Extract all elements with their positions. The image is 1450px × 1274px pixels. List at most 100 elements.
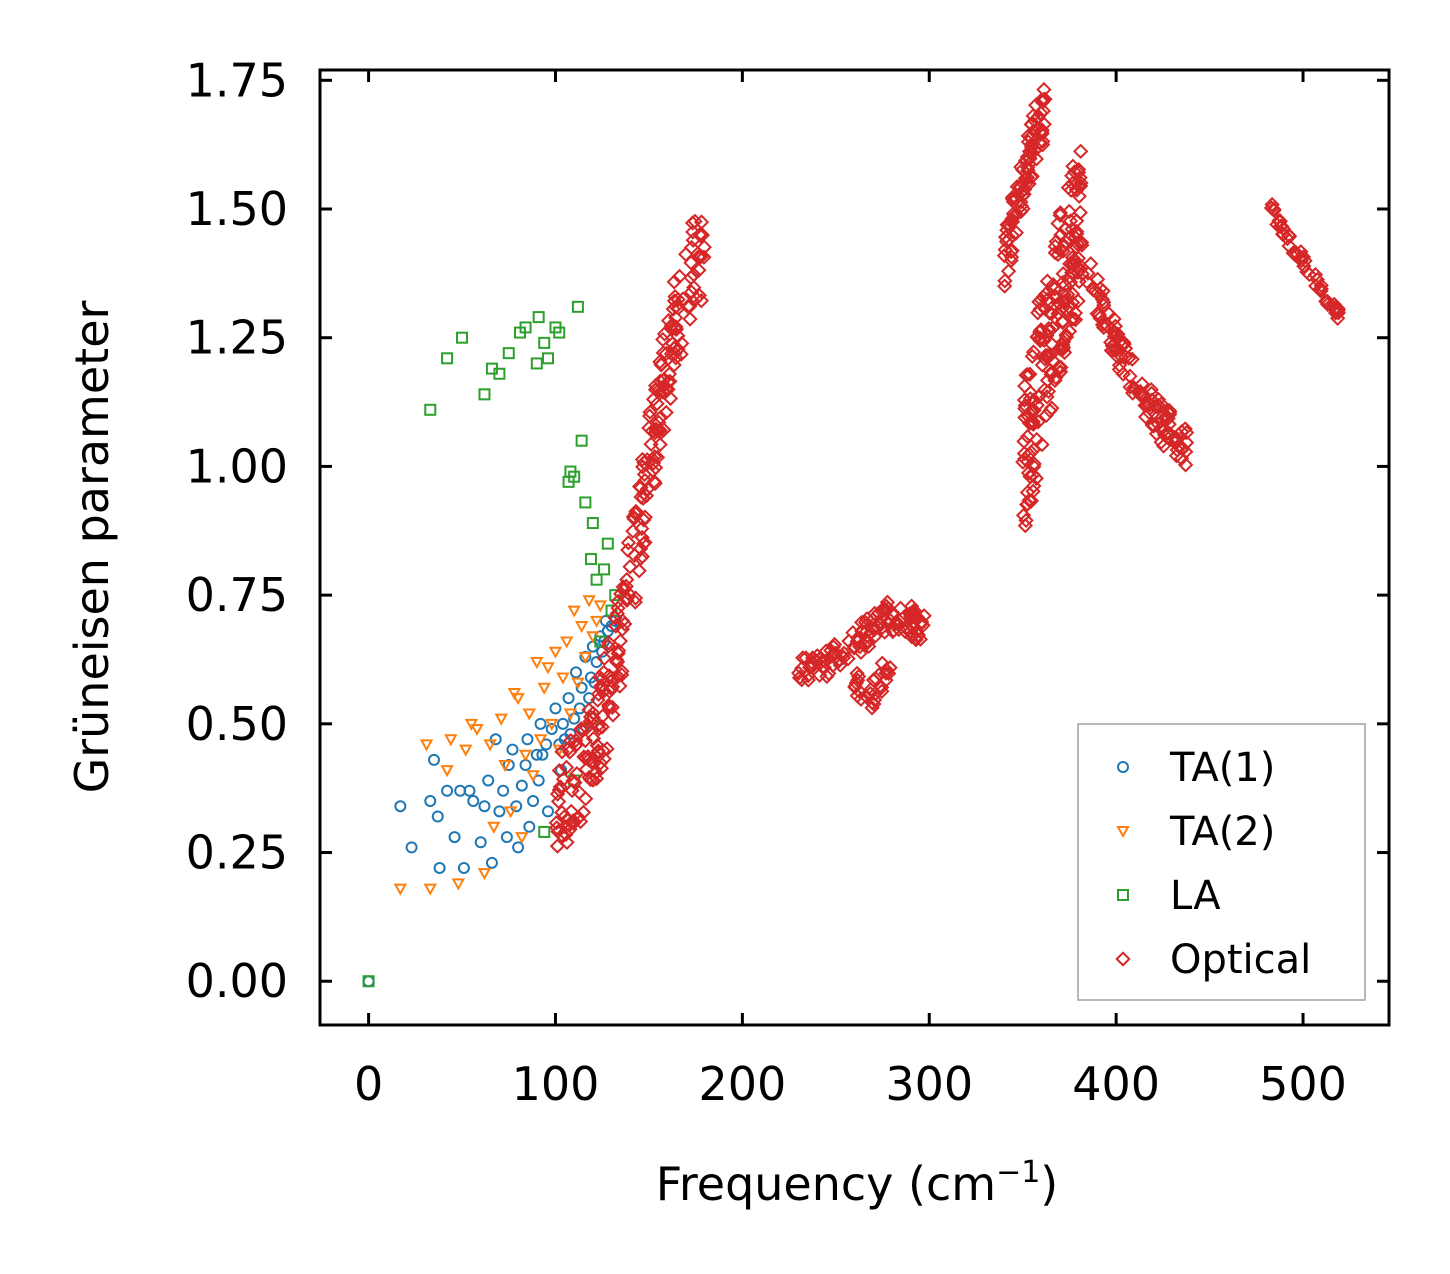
optical-point [675, 291, 691, 307]
legend-box [1077, 723, 1366, 1001]
optical-point [1313, 277, 1329, 294]
x-tick-label: 300 [885, 1057, 973, 1111]
series-ta-1 [362, 614, 622, 988]
data-point [571, 300, 584, 313]
y-tick-label: 0.50 [186, 697, 288, 751]
data-point [562, 692, 575, 705]
data-point [530, 657, 544, 670]
optical-point [696, 239, 712, 255]
data-point [515, 832, 529, 845]
optical-point [1307, 266, 1324, 283]
optical-point [1142, 397, 1158, 413]
legend-marker [1117, 761, 1129, 773]
optical-point [1030, 120, 1046, 136]
data-point [556, 717, 569, 730]
data-point [451, 878, 465, 891]
optical-point [1036, 332, 1052, 348]
data-point [530, 748, 543, 761]
data-point [574, 621, 589, 634]
data-point [568, 470, 581, 483]
optical-point [1017, 170, 1034, 187]
optical-point [661, 366, 678, 382]
data-point [444, 734, 458, 747]
optical-point [660, 374, 676, 390]
data-point [590, 573, 603, 586]
optical-point [906, 605, 923, 621]
data-point [598, 563, 611, 576]
optical-point [1138, 409, 1154, 425]
optical-point [578, 791, 594, 807]
optical-point [859, 635, 876, 651]
optical-point [1056, 344, 1073, 361]
optical-point [634, 520, 650, 537]
data-point [433, 861, 446, 874]
optical-point [996, 278, 1013, 294]
optical-point [614, 663, 630, 679]
optical-point [1153, 396, 1169, 412]
data-point [584, 553, 597, 566]
data-point [459, 744, 473, 757]
data-point [515, 779, 528, 792]
data-point [527, 795, 540, 808]
optical-point [634, 548, 650, 565]
optical-point [1166, 429, 1183, 446]
optical-point [1052, 242, 1068, 258]
y-tick-label: 1.50 [186, 182, 288, 236]
optical-point [817, 653, 833, 670]
optical-point [913, 614, 930, 630]
optical-point [627, 590, 644, 606]
optical-point [850, 630, 866, 646]
optical-point [791, 665, 807, 681]
optical-point [1034, 122, 1050, 138]
data-point [545, 722, 558, 735]
optical-point [1066, 252, 1082, 269]
optical-point [637, 509, 653, 525]
optical-point [652, 354, 668, 370]
data-point [563, 708, 578, 721]
data-point [601, 537, 614, 550]
optical-point [656, 326, 673, 342]
optical-point [667, 310, 684, 326]
data-point [542, 352, 555, 365]
optical-point [1045, 320, 1061, 336]
optical-point [608, 618, 624, 634]
optical-point [1023, 385, 1039, 401]
optical-point [1328, 302, 1344, 319]
optical-point [1022, 129, 1039, 145]
data-point [500, 831, 513, 844]
data-point [441, 784, 454, 797]
optical-point [1272, 214, 1288, 230]
optical-point [628, 503, 644, 520]
optical-point [1106, 311, 1122, 327]
data-point [526, 770, 540, 783]
optical-point [819, 668, 835, 685]
data-point [424, 795, 437, 808]
optical-point [696, 249, 712, 265]
optical-point [1033, 92, 1050, 108]
optical-point [1122, 379, 1138, 395]
optical-point [903, 598, 920, 614]
x-tick-label: 200 [698, 1057, 786, 1111]
optical-point [580, 748, 596, 765]
optical-point [686, 266, 702, 283]
data-point [478, 800, 491, 813]
optical-point [1004, 214, 1020, 230]
y-axis: 0.00 0.25 0.50 0.75 1.00 1.25 1.50 1.75 [186, 53, 1389, 1008]
optical-point [798, 650, 814, 666]
data-point [512, 841, 525, 854]
optical-point [1144, 392, 1160, 408]
optical-point [643, 436, 659, 452]
data-point [362, 975, 375, 988]
optical-point [1106, 328, 1123, 345]
optical-point [649, 423, 665, 439]
data-point [487, 821, 501, 834]
optical-point [644, 423, 660, 439]
optical-point [867, 605, 883, 622]
optical-point [1058, 301, 1074, 317]
optical-point [1064, 311, 1080, 327]
x-axis: 0 100 200 300 400 500 [354, 70, 1347, 1111]
y-tick-label: 1.00 [186, 439, 288, 493]
y-tick-label: 1.75 [186, 53, 288, 107]
optical-point [1318, 293, 1334, 310]
